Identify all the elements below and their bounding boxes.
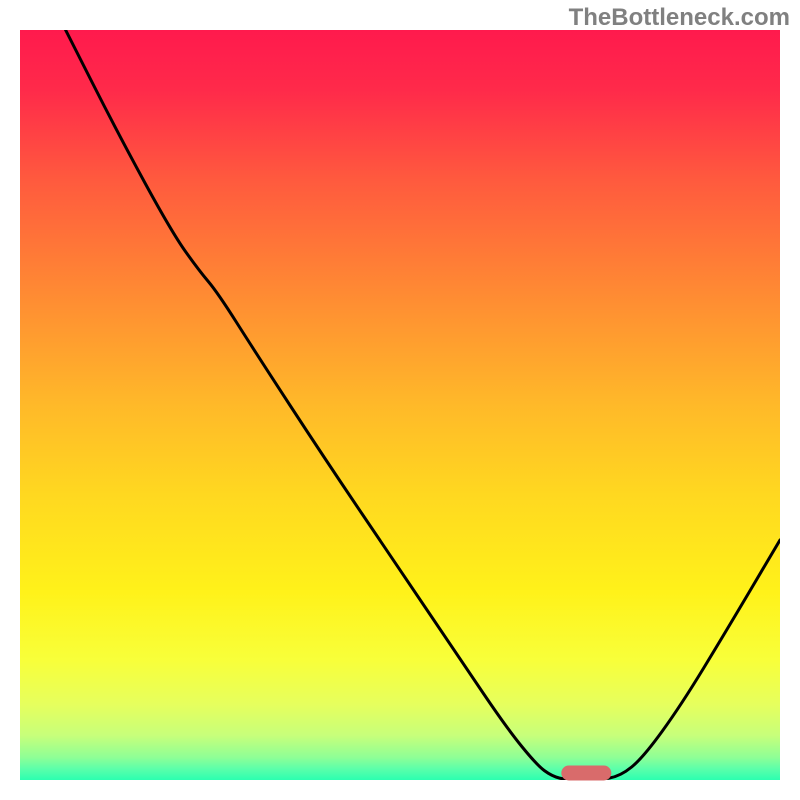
watermark-text: TheBottleneck.com	[569, 4, 790, 32]
chart-container: TheBottleneck.com	[0, 0, 800, 800]
bottleneck-curve	[66, 30, 780, 780]
plot-area	[20, 30, 780, 780]
curve-svg	[20, 30, 780, 780]
optimum-marker	[561, 765, 610, 780]
